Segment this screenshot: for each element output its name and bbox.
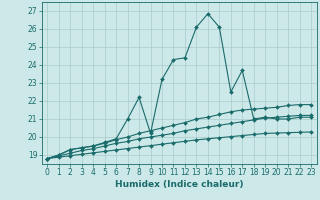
X-axis label: Humidex (Indice chaleur): Humidex (Indice chaleur) (115, 180, 244, 189)
